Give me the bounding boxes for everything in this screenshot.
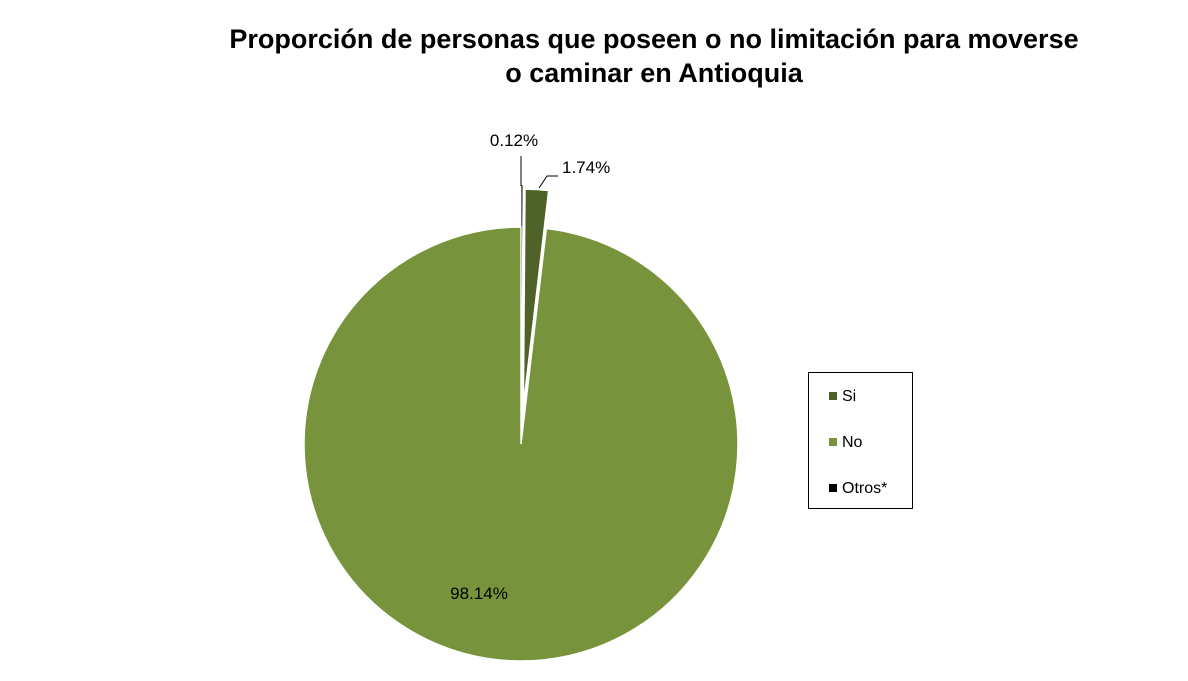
legend-item-si: Si bbox=[829, 387, 856, 407]
legend-item-no: No bbox=[829, 433, 862, 453]
legend: Si No Otros* bbox=[808, 372, 913, 509]
legend-label-otros: Otros* bbox=[842, 480, 888, 497]
legend-swatch-no bbox=[829, 438, 837, 446]
legend-item-otros: Otros* bbox=[829, 479, 887, 499]
legend-swatch-otros bbox=[829, 484, 837, 492]
chart-title-line-1: Proporción de personas que poseen o no l… bbox=[229, 24, 1079, 54]
data-label-otros: 0.12% bbox=[490, 131, 538, 150]
legend-swatch-si bbox=[829, 392, 837, 400]
chart-title-line-2: o caminar en Antioquia bbox=[505, 58, 803, 88]
legend-label-no: No bbox=[842, 434, 863, 451]
data-label-si: 1.74% bbox=[562, 158, 610, 177]
pie-slice-si bbox=[522, 188, 550, 407]
leader-line-si bbox=[538, 175, 558, 189]
legend-label-si: Si bbox=[842, 388, 857, 405]
pie-slice-no bbox=[303, 226, 739, 662]
data-label-no: 98.14% bbox=[450, 584, 508, 603]
chart-title: Proporción de personas que poseen o no l… bbox=[0, 22, 1188, 90]
